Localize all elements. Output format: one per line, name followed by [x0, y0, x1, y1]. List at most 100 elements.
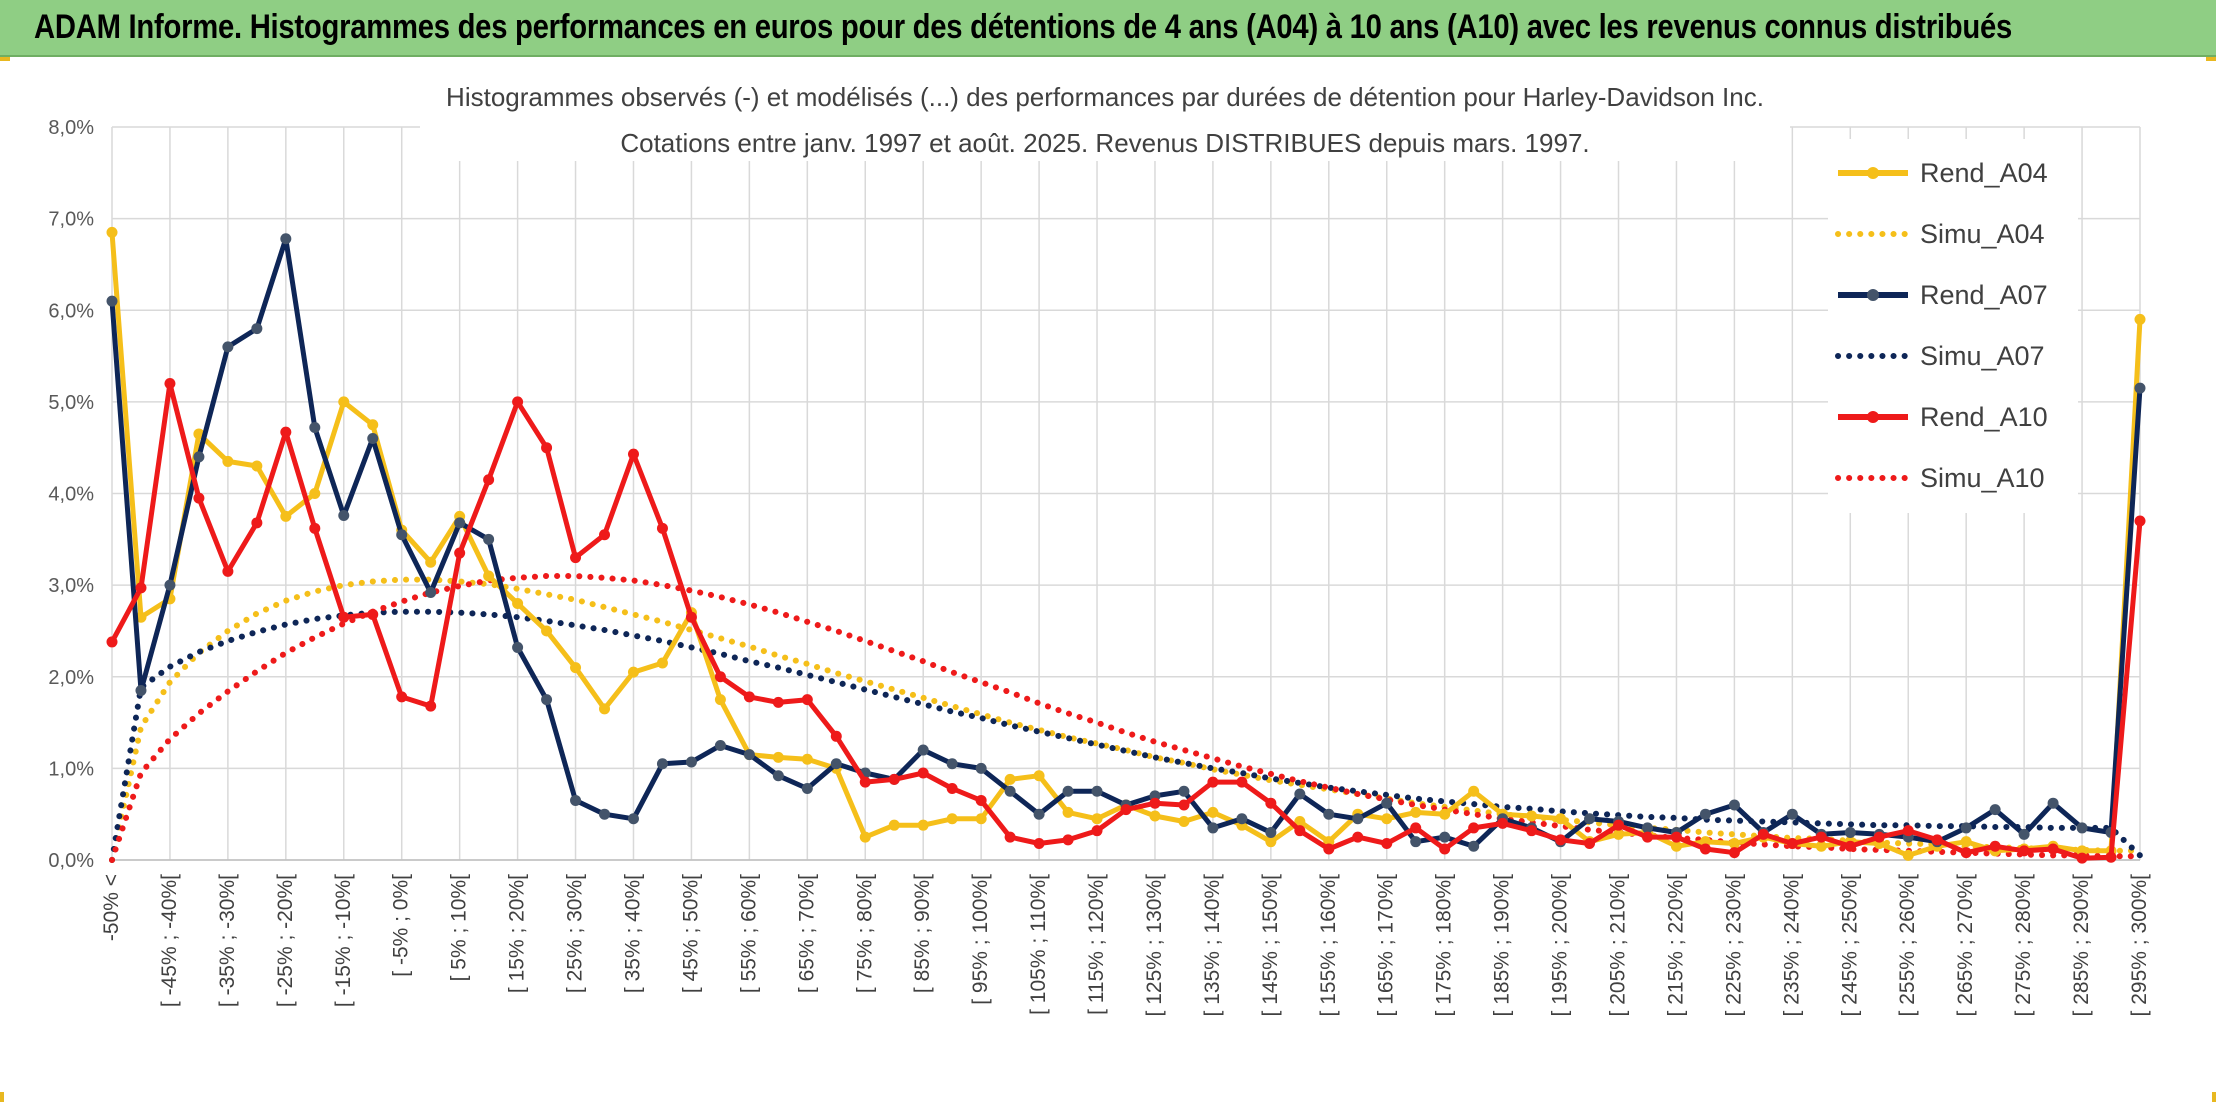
data-point	[1699, 808, 1711, 820]
data-point	[512, 396, 524, 408]
y-tick-label: 7,0%	[48, 209, 94, 231]
data-point	[251, 323, 263, 335]
data-point	[1352, 813, 1364, 825]
data-point	[541, 442, 553, 454]
legend-item-rend-a04: Rend_A04	[1838, 158, 2048, 188]
x-tick-label: [ 95% ; 100%[	[969, 874, 992, 1005]
data-point	[541, 625, 553, 637]
data-point	[1960, 836, 1972, 848]
data-point	[975, 813, 987, 825]
data-point	[1989, 840, 2001, 852]
data-point	[1294, 788, 1306, 800]
data-point	[1641, 831, 1653, 843]
data-point	[714, 739, 726, 751]
data-point	[1004, 773, 1016, 785]
data-point	[599, 703, 611, 715]
data-point	[1468, 822, 1480, 834]
x-tick-label: [ 295% ; 300%[	[2128, 874, 2151, 1017]
data-point	[2134, 515, 2146, 527]
data-point	[1902, 849, 1914, 861]
data-point	[396, 529, 408, 541]
data-point	[1091, 813, 1103, 825]
data-point	[309, 488, 321, 499]
data-point	[1294, 825, 1306, 837]
x-tick-label: [ 175% ; 180%[	[1433, 874, 1456, 1017]
data-point	[1178, 799, 1190, 811]
y-tick-label: 1,0%	[48, 758, 94, 780]
series-lines	[106, 226, 2146, 864]
data-point	[1236, 813, 1248, 825]
data-point	[1728, 847, 1740, 859]
data-point	[627, 666, 639, 678]
corner-mark-bottom-left	[0, 1092, 4, 1102]
data-point	[830, 730, 842, 742]
legend-label: Rend_A07	[1920, 280, 2048, 310]
data-point	[917, 819, 929, 831]
data-point	[164, 579, 176, 591]
x-tick-label: [ 215% ; 220%[	[1664, 874, 1687, 1017]
data-point	[367, 608, 379, 620]
data-point	[1381, 813, 1393, 825]
x-tick-label: [ 15% ; 20%[	[506, 874, 529, 993]
data-point	[946, 813, 958, 825]
x-tick-label: [ 225% ; 230%[	[1722, 874, 1745, 1017]
data-point	[975, 794, 987, 806]
legend-item-simu-a04: Simu_A04	[1835, 219, 2045, 249]
data-point	[1670, 831, 1682, 843]
legend-label: Simu_A04	[1920, 219, 2045, 249]
data-point	[222, 565, 234, 577]
data-point	[1844, 827, 1856, 839]
data-point	[1613, 828, 1625, 840]
data-point	[1033, 770, 1045, 782]
data-point	[2076, 822, 2088, 834]
data-point	[1091, 785, 1103, 797]
data-point	[222, 455, 234, 467]
x-tick-label: [ 5% ; 10%[	[448, 874, 471, 982]
legend-label: Rend_A04	[1920, 158, 2048, 188]
data-point	[1062, 834, 1074, 846]
data-point	[1062, 806, 1074, 818]
series-simu-a10	[109, 573, 2143, 863]
y-axis: 0,0% 1,0% 2,0% 3,0% 4,0% 5,0% 6,0% 7,0% 8,0%	[48, 117, 94, 872]
legend-item-rend-a07: Rend_A07	[1838, 280, 2048, 310]
data-point	[1584, 813, 1596, 825]
y-tick-label: 0,0%	[48, 850, 94, 872]
data-point	[1526, 810, 1538, 822]
data-point	[280, 426, 292, 438]
data-point	[483, 570, 495, 582]
data-point	[396, 691, 408, 703]
data-point	[975, 762, 987, 774]
x-tick-label: [ -5% ; 0%[	[390, 874, 413, 977]
y-tick-label: 5,0%	[48, 392, 94, 414]
chart-subtitle: Cotations entre janv. 1997 et août. 2025…	[620, 128, 1589, 158]
data-point	[1091, 825, 1103, 837]
x-tick-label: -50% <	[100, 874, 123, 941]
chart-title: Histogrammes observés (-) et modélisés (…	[446, 82, 1764, 112]
x-tick-label: [ 155% ; 160%[	[1317, 874, 1340, 1017]
data-point	[309, 522, 321, 534]
data-point	[830, 758, 842, 770]
data-point	[627, 448, 639, 460]
data-point	[1815, 840, 1827, 852]
data-point	[1236, 776, 1248, 788]
data-point	[1178, 816, 1190, 828]
data-point	[714, 671, 726, 683]
x-axis: -50% < [ -45% ; -40%[[ -35% ; -30%[[ -25%…	[100, 859, 2151, 1017]
x-tick-label: [ 45% ; 50%[	[679, 874, 702, 993]
data-point	[541, 694, 553, 706]
x-tick-label: [ 125% ; 130%[	[1143, 874, 1166, 1017]
data-point	[888, 819, 900, 831]
data-point	[2134, 313, 2146, 325]
data-point	[1613, 819, 1625, 831]
data-point	[106, 295, 118, 307]
chart-title-block: Histogrammes observés (-) et modélisés (…	[420, 82, 1790, 161]
data-point	[1699, 843, 1711, 855]
data-point	[2105, 851, 2117, 863]
legend-label: Simu_A10	[1920, 463, 2045, 493]
data-point	[656, 522, 668, 534]
gridlines	[111, 126, 2141, 861]
series-simu-a04	[109, 576, 2143, 863]
x-tick-label: [ 265% ; 270%[	[1954, 874, 1977, 1017]
data-point	[1004, 831, 1016, 843]
data-point	[1497, 817, 1509, 829]
